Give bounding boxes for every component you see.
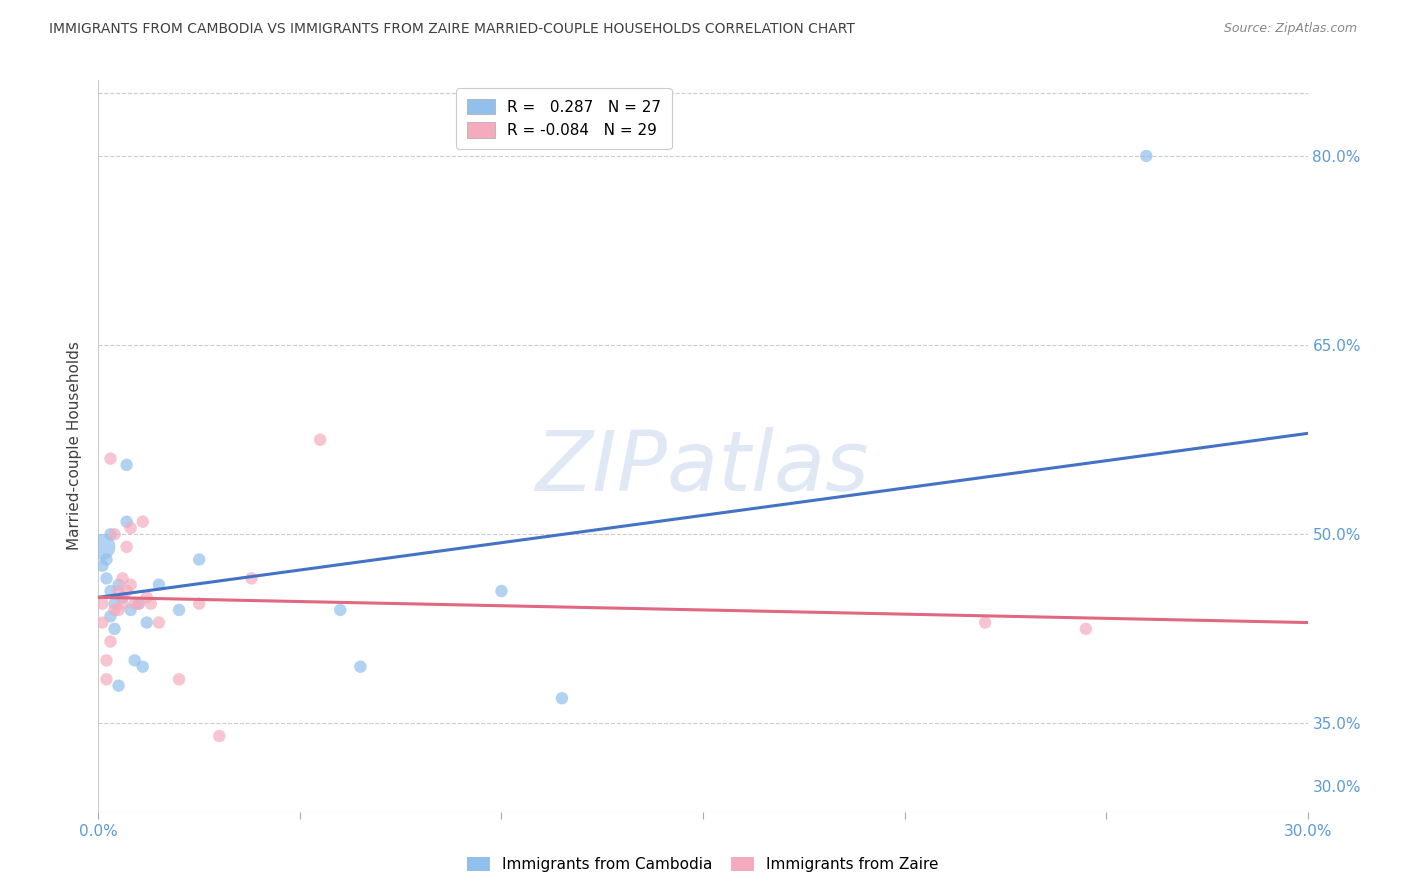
Point — [148, 578, 170, 592]
Point — [115, 515, 138, 529]
Point — [96, 673, 118, 687]
Point — [91, 540, 114, 554]
Point — [103, 622, 125, 636]
Point — [349, 659, 371, 673]
Point — [115, 584, 138, 599]
Point — [329, 603, 352, 617]
Text: Source: ZipAtlas.com: Source: ZipAtlas.com — [1223, 22, 1357, 36]
Y-axis label: Married-couple Households: Married-couple Households — [67, 342, 83, 550]
Point — [309, 433, 332, 447]
Point — [100, 584, 122, 599]
Point — [96, 653, 118, 667]
Point — [100, 634, 122, 648]
Point — [124, 653, 146, 667]
Point — [103, 527, 125, 541]
Point — [107, 603, 129, 617]
Point — [135, 615, 157, 630]
Point — [128, 597, 150, 611]
Point — [139, 597, 162, 611]
Point — [111, 591, 134, 605]
Legend: R =   0.287   N = 27, R = -0.084   N = 29: R = 0.287 N = 27, R = -0.084 N = 29 — [457, 88, 672, 149]
Point — [188, 552, 211, 566]
Text: ZIPatlas: ZIPatlas — [536, 427, 870, 508]
Point — [491, 584, 513, 599]
Point — [96, 552, 118, 566]
Point — [128, 597, 150, 611]
Point — [135, 591, 157, 605]
Point — [208, 729, 231, 743]
Point — [132, 659, 155, 673]
Point — [240, 571, 263, 585]
Point — [974, 615, 997, 630]
Point — [107, 679, 129, 693]
Point — [91, 615, 114, 630]
Point — [124, 597, 146, 611]
Point — [111, 571, 134, 585]
Point — [96, 571, 118, 585]
Point — [107, 578, 129, 592]
Point — [91, 558, 114, 573]
Point — [188, 597, 211, 611]
Point — [115, 540, 138, 554]
Point — [100, 527, 122, 541]
Point — [103, 597, 125, 611]
Point — [132, 515, 155, 529]
Point — [103, 603, 125, 617]
Text: IMMIGRANTS FROM CAMBODIA VS IMMIGRANTS FROM ZAIRE MARRIED-COUPLE HOUSEHOLDS CORR: IMMIGRANTS FROM CAMBODIA VS IMMIGRANTS F… — [49, 22, 855, 37]
Point — [551, 691, 574, 706]
Point — [120, 578, 142, 592]
Point — [120, 521, 142, 535]
Point — [111, 597, 134, 611]
Point — [167, 603, 190, 617]
Point — [115, 458, 138, 472]
Point — [1074, 622, 1097, 636]
Point — [100, 609, 122, 624]
Point — [107, 584, 129, 599]
Point — [167, 673, 190, 687]
Point — [91, 597, 114, 611]
Legend: Immigrants from Cambodia, Immigrants from Zaire: Immigrants from Cambodia, Immigrants fro… — [460, 849, 946, 880]
Point — [1135, 149, 1157, 163]
Point — [100, 451, 122, 466]
Point — [148, 615, 170, 630]
Point — [120, 603, 142, 617]
